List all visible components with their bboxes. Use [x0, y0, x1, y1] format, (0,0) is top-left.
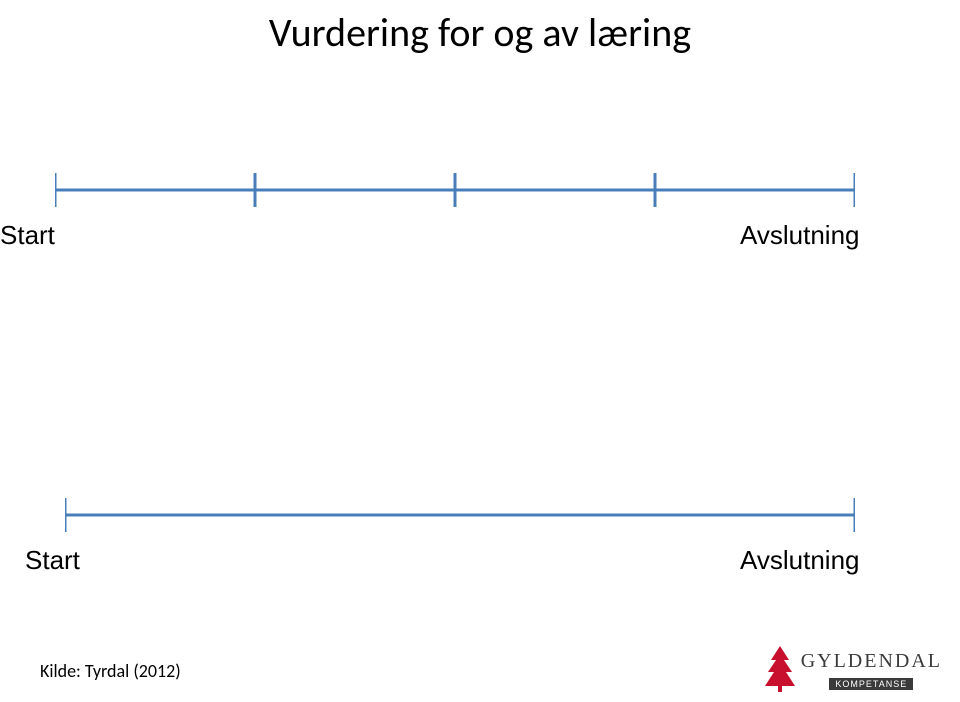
brand-logo: GYLDENDAL KOMPETANSE: [801, 650, 942, 692]
timeline-top-start-label: Start: [0, 220, 55, 251]
brand-sub: KOMPETANSE: [829, 678, 913, 690]
timeline-top: [55, 170, 855, 210]
citation-text: Kilde: Tyrdal (2012): [40, 660, 181, 682]
timeline-bottom: [65, 495, 855, 535]
timeline-top-end-label: Avslutning: [740, 220, 860, 251]
page-title: Vurdering for og av læring: [0, 8, 960, 57]
tree-icon: [763, 646, 797, 692]
brand-name: GYLDENDAL: [801, 650, 942, 673]
timeline-bottom-start-label: Start: [25, 545, 80, 576]
timeline-bottom-end-label: Avslutning: [740, 545, 860, 576]
